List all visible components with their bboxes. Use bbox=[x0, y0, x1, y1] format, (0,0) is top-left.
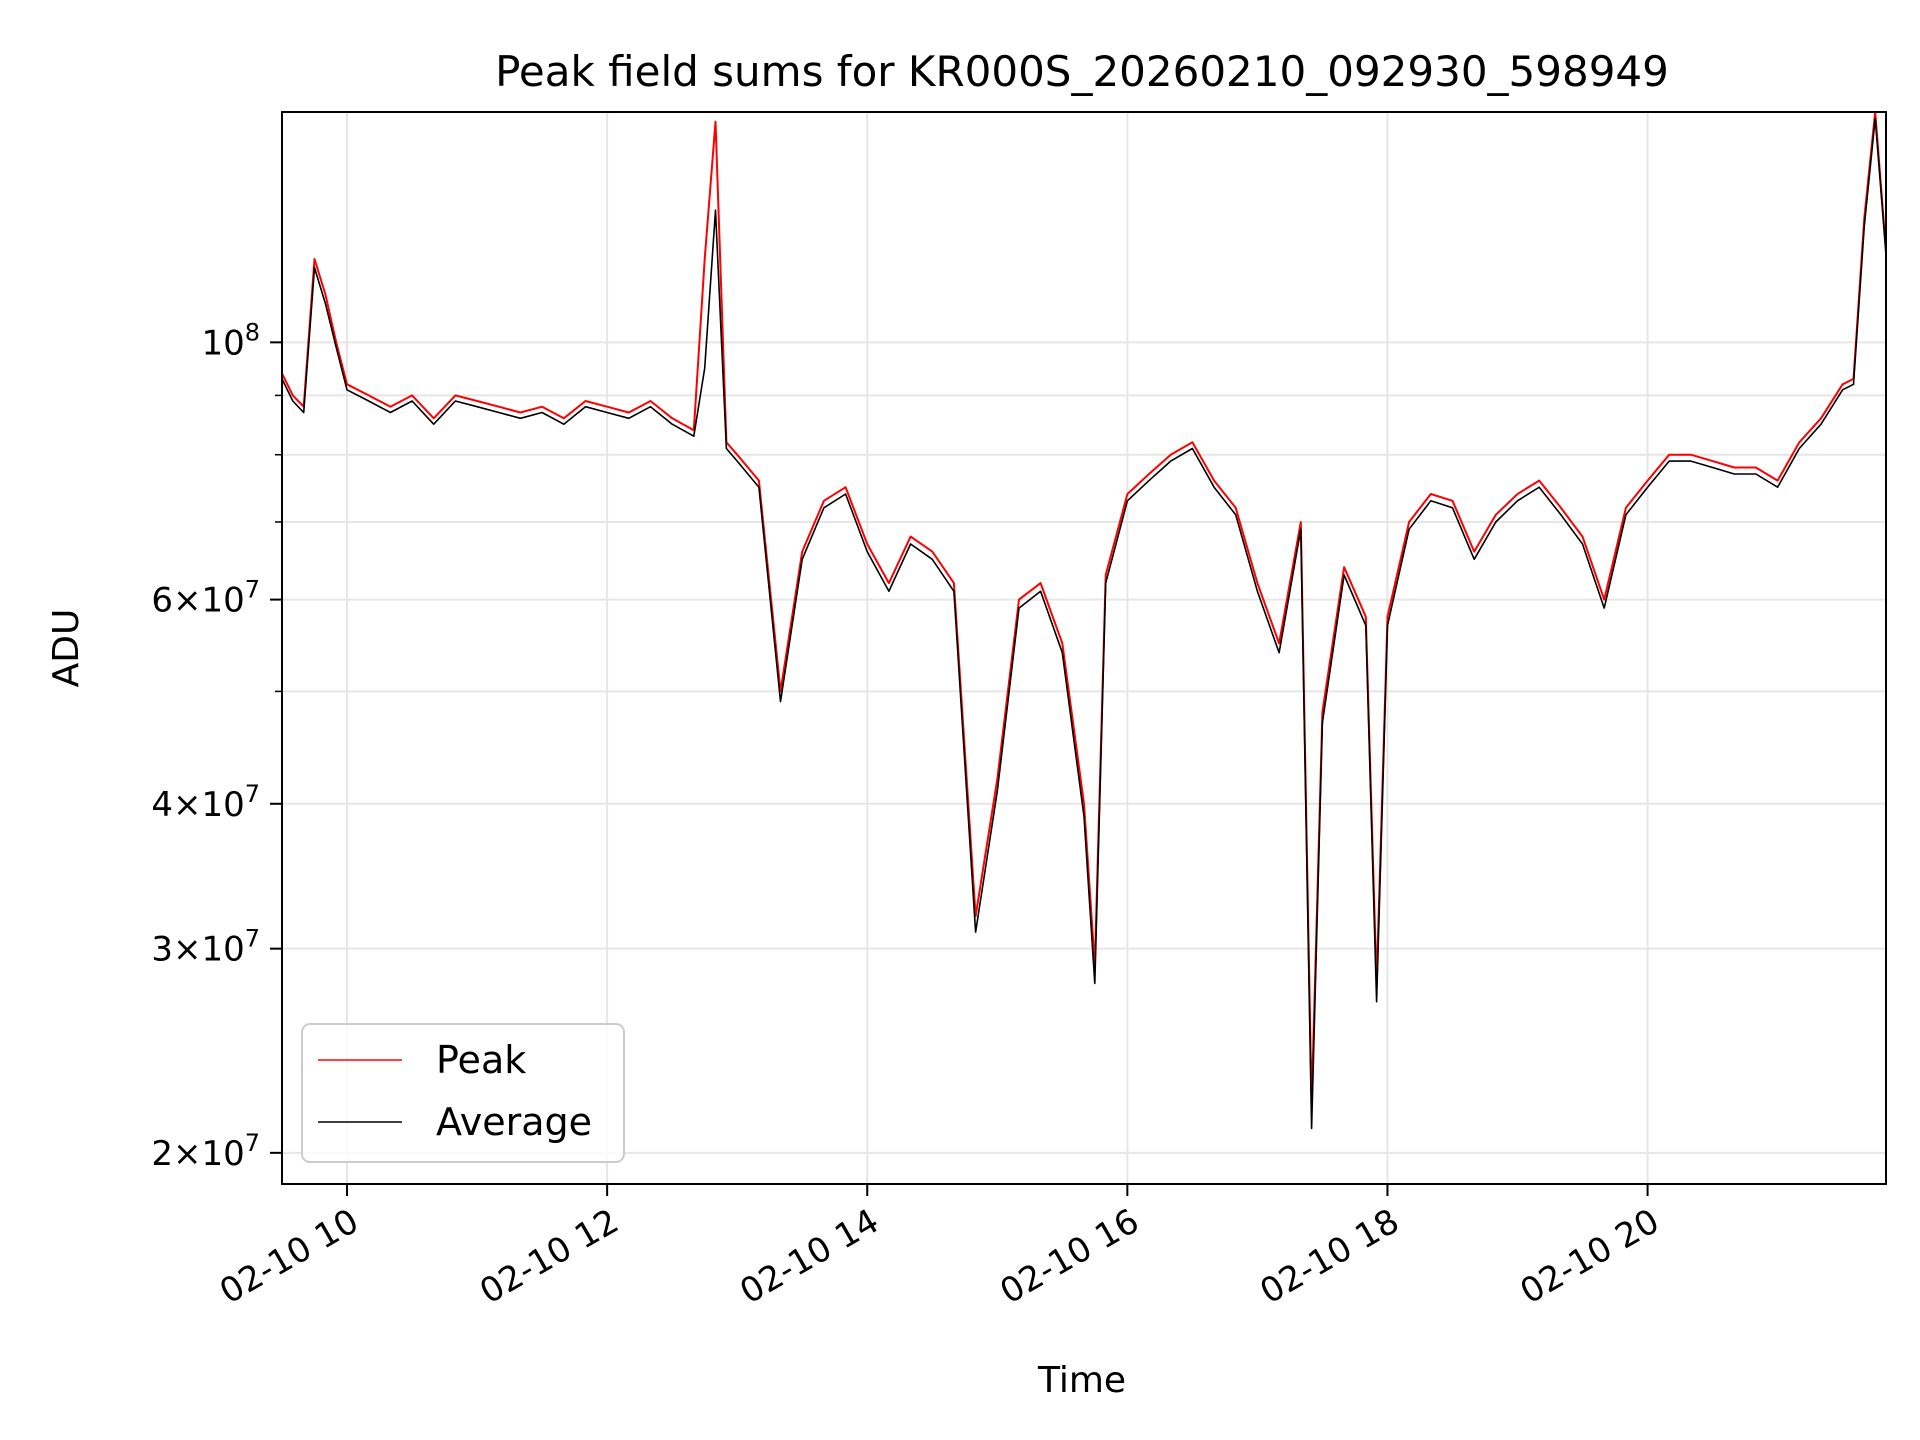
legend-label-average: Average bbox=[436, 1100, 592, 1144]
grid bbox=[282, 112, 1886, 1184]
plot-frame bbox=[281, 111, 1887, 1185]
y-axis-label: ADU bbox=[46, 609, 87, 688]
legend-box bbox=[301, 1023, 625, 1163]
chart-title: Peak field sums for KR000S_20260210_0929… bbox=[495, 47, 1669, 96]
y-axis: 2×107 3×107 4×107 6×107 108 bbox=[151, 318, 282, 1174]
legend-label-peak: Peak bbox=[436, 1038, 526, 1082]
y-tick-label: 3×107 bbox=[151, 925, 260, 970]
x-axis-label: Time bbox=[1037, 1360, 1126, 1401]
y-tick-label: 6×107 bbox=[151, 576, 260, 621]
series-line-peak bbox=[281, 111, 1887, 1106]
y-tick-label: 2×107 bbox=[151, 1129, 260, 1174]
series-line-average bbox=[281, 117, 1887, 1130]
y-tick-label: 108 bbox=[201, 318, 260, 363]
legend: Peak Average bbox=[301, 1023, 625, 1163]
series-layer bbox=[281, 111, 1887, 1130]
y-tick-label: 4×107 bbox=[151, 780, 260, 825]
